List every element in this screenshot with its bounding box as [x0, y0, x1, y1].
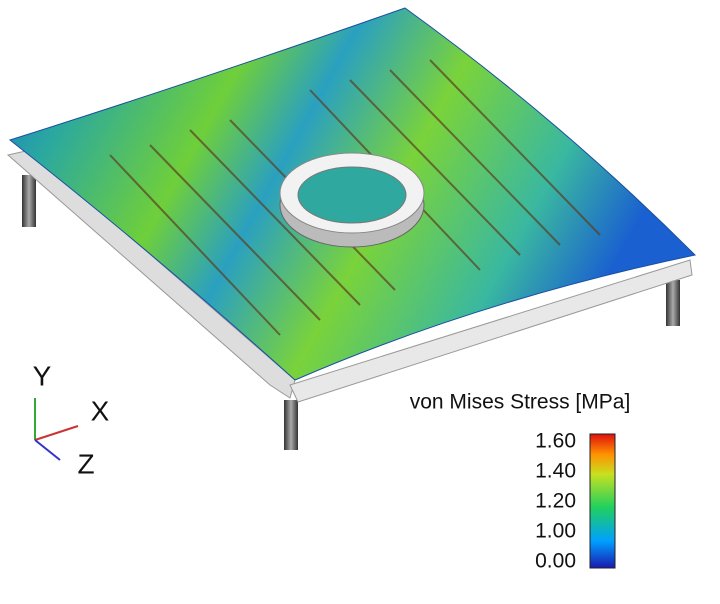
axis-label: X [91, 395, 110, 426]
legend-tick-label: 1.20 [535, 490, 576, 513]
legend-tick-label: 1.00 [535, 520, 576, 543]
legend-tick-label: 1.60 [535, 430, 576, 453]
color-bar [589, 433, 616, 569]
legend-ticks: 1.60 1.40 1.20 1.00 0.00 [535, 430, 576, 573]
axis-label: Y [33, 360, 52, 391]
axis-label: Z [77, 448, 94, 479]
supports [6, 149, 693, 450]
ring [279, 152, 425, 248]
legend-tick-label: 0.00 [535, 550, 576, 573]
legend-tick-label: 1.40 [535, 460, 576, 483]
triad: Y X Z [33, 360, 110, 479]
legend-title: von Mises Stress [MPa] [410, 391, 631, 414]
